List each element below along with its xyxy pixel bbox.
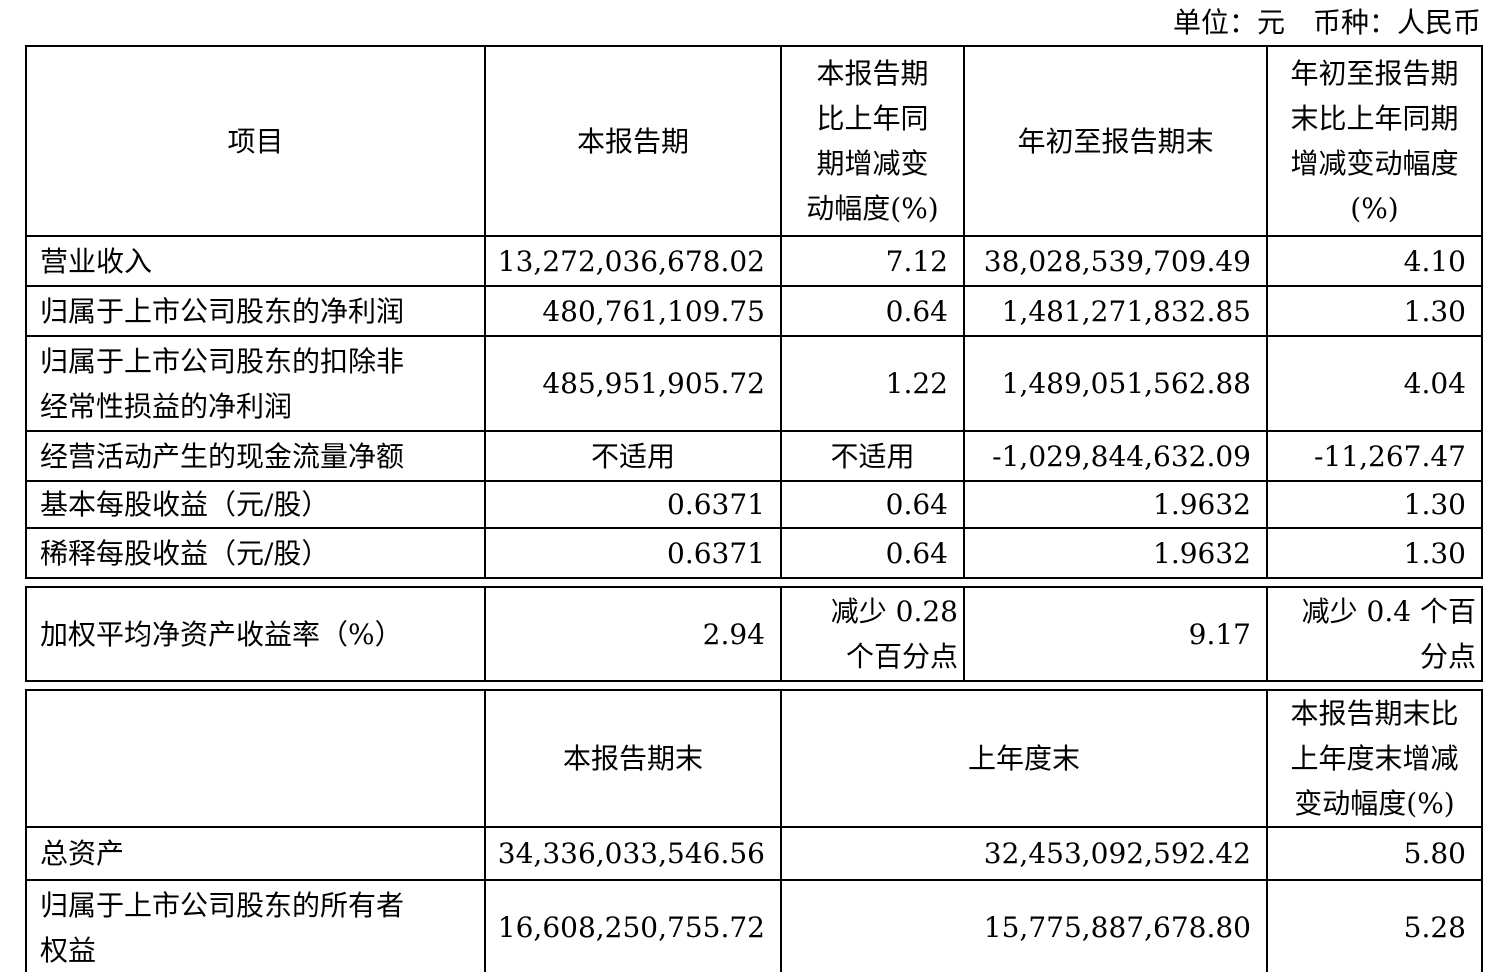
cell-current-period: 0.6371 [484,480,782,529]
table-row: 归属于上市公司股东的所有者 权益 16,608,250,755.72 15,77… [25,879,1483,972]
cell-ytd-yoy-change: -11,267.47 [1266,430,1483,482]
cell-yoy-change: 0.64 [780,480,965,529]
roe-table: 加权平均净资产收益率（%） 2.94 减少 0.28 个百分点 9.17 减少 … [25,586,1483,682]
cell-change: 5.28 [1266,879,1483,972]
cell-ytd: 1.9632 [963,480,1268,529]
cell-current-period: 0.6371 [484,527,782,579]
table-row: 营业收入 13,272,036,678.02 7.12 38,028,539,7… [25,235,1483,287]
cell-yoy-change: 不适用 [780,430,965,482]
cell-yoy-change: 7.12 [780,235,965,287]
cell-item: 归属于上市公司股东的所有者 权益 [25,879,486,972]
balance-table: 本报告期末 上年度末 本报告期末比 上年度末增减 变动幅度(%) 总资产 34,… [25,689,1483,972]
cell-period-end: 16,608,250,755.72 [484,879,782,972]
column-header-ytd-yoy-change: 年初至报告期 末比上年同期 增减变动幅度 (%) [1266,45,1483,237]
cell-current-period: 不适用 [484,430,782,482]
header-row: 本报告期末 上年度末 本报告期末比 上年度末增减 变动幅度(%) [25,689,1483,828]
cell-period-end: 34,336,033,546.56 [484,826,782,881]
cell-ytd-yoy-change: 1.30 [1266,527,1483,579]
table-row: 总资产 34,336,033,546.56 32,453,092,592.42 … [25,826,1483,881]
cell-item: 归属于上市公司股东的扣除非 经常性损益的净利润 [25,335,486,432]
table-row: 基本每股收益（元/股） 0.6371 0.64 1.9632 1.30 [25,480,1483,529]
cell-ytd-yoy-change: 4.10 [1266,235,1483,287]
column-header-prior-year-end: 上年度末 [780,689,1268,828]
cell-current-period: 2.94 [484,586,782,682]
cell-ytd: -1,029,844,632.09 [963,430,1268,482]
cell-yoy-change: 减少 0.28 个百分点 [780,586,965,682]
cell-ytd: 1,481,271,832.85 [963,285,1268,337]
cell-yoy-change: 0.64 [780,527,965,579]
cell-yoy-change: 0.64 [780,285,965,337]
cell-ytd-yoy-change: 1.30 [1266,285,1483,337]
table-row: 加权平均净资产收益率（%） 2.94 减少 0.28 个百分点 9.17 减少 … [25,586,1483,682]
cell-item: 经营活动产生的现金流量净额 [25,430,486,482]
cell-ytd: 9.17 [963,586,1268,682]
cell-ytd-yoy-change: 4.04 [1266,335,1483,432]
column-header-yoy-change: 本报告期 比上年同 期增减变 动幅度(%) [780,45,965,237]
column-header-empty [25,689,486,828]
table-row: 经营活动产生的现金流量净额 不适用 不适用 -1,029,844,632.09 … [25,430,1483,482]
cell-item: 稀释每股收益（元/股） [25,527,486,579]
unit-currency-label: 单位：元 币种：人民币 [1172,6,1481,39]
column-header-item: 项目 [25,45,486,237]
table-row: 归属于上市公司股东的扣除非 经常性损益的净利润 485,951,905.72 1… [25,335,1483,432]
cell-yoy-change: 1.22 [780,335,965,432]
cell-ytd-yoy-change: 减少 0.4 个百 分点 [1266,586,1483,682]
column-header-current-period: 本报告期 [484,45,782,237]
cell-item: 营业收入 [25,235,486,287]
cell-ytd: 1,489,051,562.88 [963,335,1268,432]
header-row: 项目 本报告期 本报告期 比上年同 期增减变 动幅度(%) 年初至报告期末 年初… [25,45,1483,237]
cell-ytd: 38,028,539,709.49 [963,235,1268,287]
table-row: 稀释每股收益（元/股） 0.6371 0.64 1.9632 1.30 [25,527,1483,579]
cell-current-period: 485,951,905.72 [484,335,782,432]
cell-ytd-yoy-change: 1.30 [1266,480,1483,529]
column-header-period-end: 本报告期末 [484,689,782,828]
cell-current-period: 480,761,109.75 [484,285,782,337]
column-header-period-end-change: 本报告期末比 上年度末增减 变动幅度(%) [1266,689,1483,828]
table-row: 归属于上市公司股东的净利润 480,761,109.75 0.64 1,481,… [25,285,1483,337]
cell-ytd: 1.9632 [963,527,1268,579]
cell-change: 5.80 [1266,826,1483,881]
cell-item: 基本每股收益（元/股） [25,480,486,529]
cell-item: 总资产 [25,826,486,881]
cell-prior-year-end: 15,775,887,678.80 [780,879,1268,972]
column-header-ytd: 年初至报告期末 [963,45,1268,237]
cell-prior-year-end: 32,453,092,592.42 [780,826,1268,881]
cell-current-period: 13,272,036,678.02 [484,235,782,287]
cell-item: 加权平均净资产收益率（%） [25,586,486,682]
cell-item: 归属于上市公司股东的净利润 [25,285,486,337]
key-metrics-table: 项目 本报告期 本报告期 比上年同 期增减变 动幅度(%) 年初至报告期末 年初… [25,45,1483,579]
